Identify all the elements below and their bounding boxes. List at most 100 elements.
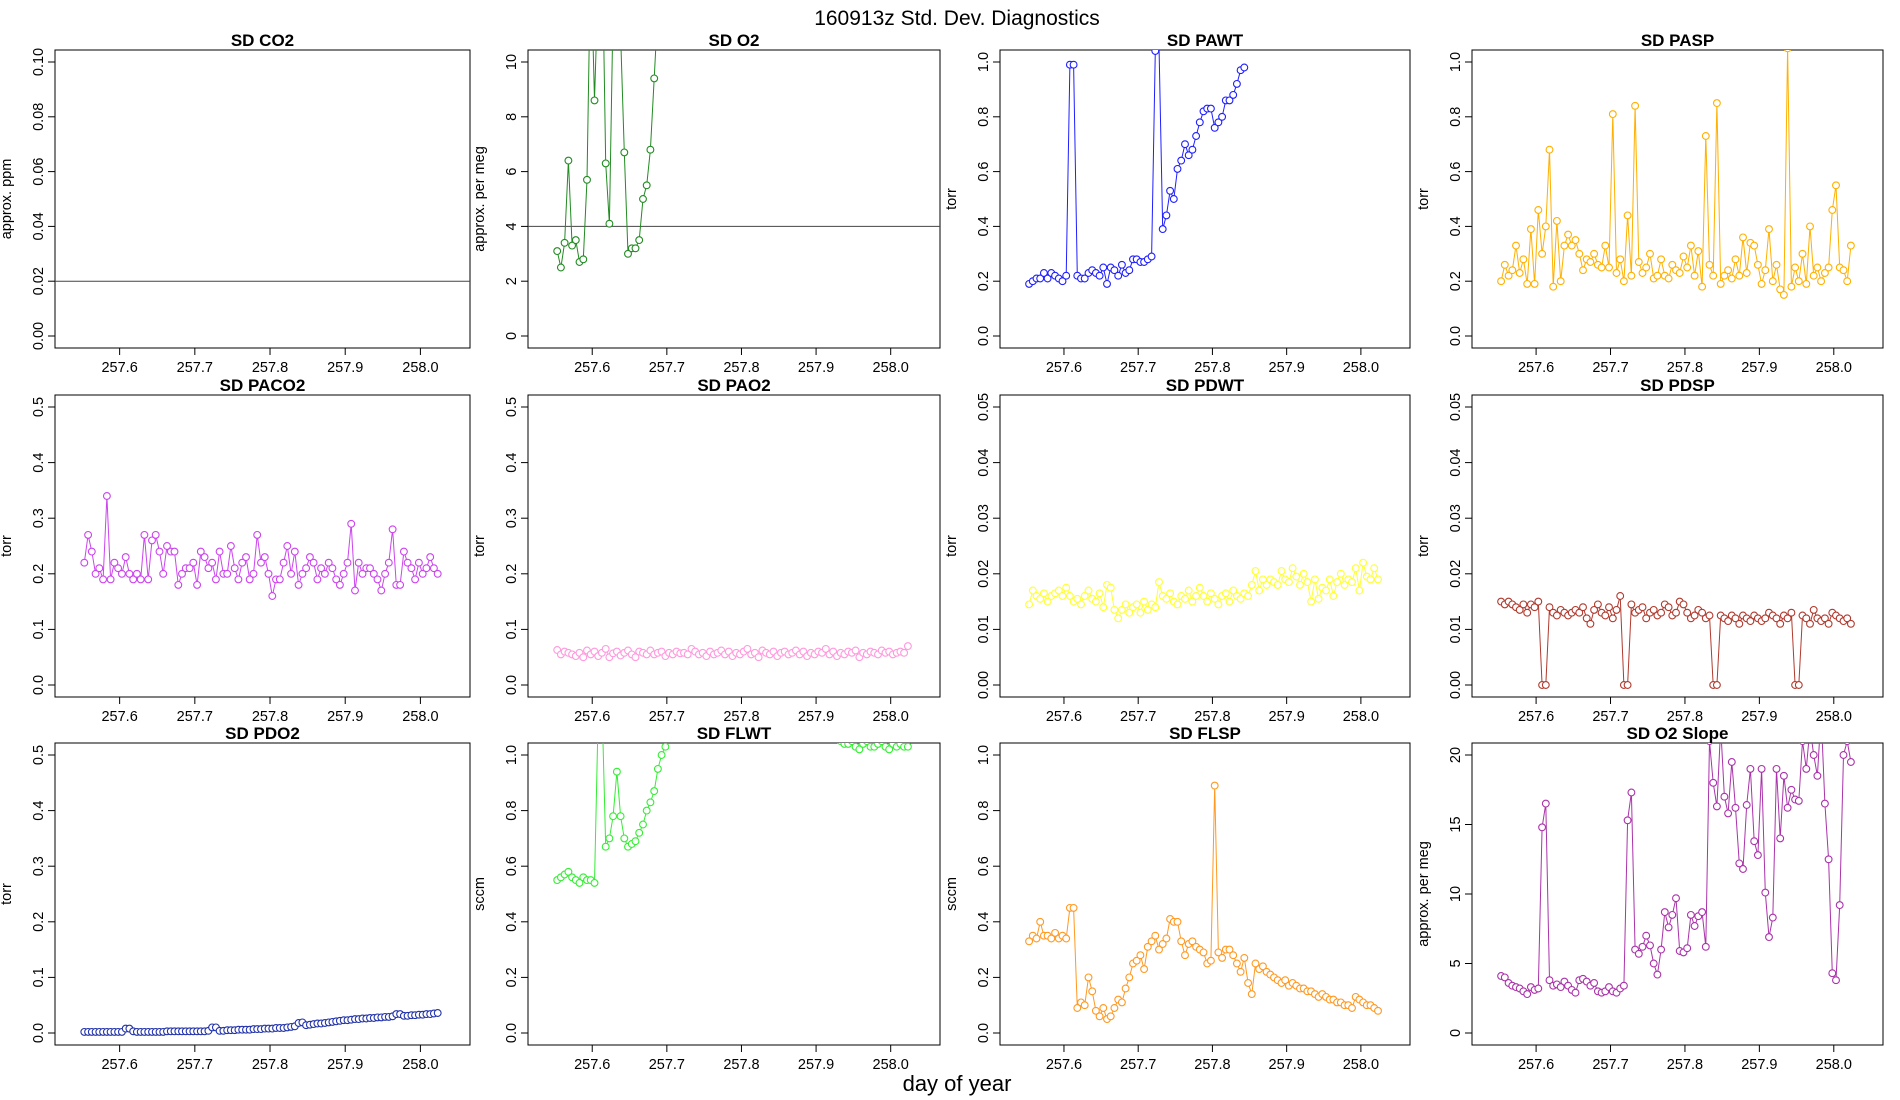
panel-o2slope-point — [1794, 796, 1803, 805]
panel-flsp-point — [1258, 962, 1267, 971]
panel-pasp-series-line — [1500, 50, 1852, 297]
panel-flwt-ytick-label: 0.6 — [504, 856, 520, 876]
panel-pdsp-plot-area — [1497, 592, 1855, 689]
panel-pasp-point — [1750, 241, 1759, 250]
panel-o2-ytick-label: 4 — [504, 222, 520, 230]
panel-pasp-point — [1742, 269, 1751, 277]
panel-paco2-point — [328, 564, 337, 573]
panel-paco2-point — [275, 575, 284, 584]
panel-o2slope-frame — [1471, 742, 1884, 1046]
panel-o2slope-point — [1686, 910, 1695, 919]
panel-paco2-point — [320, 569, 329, 578]
panel-pawt-ytick-label: 0.8 — [976, 107, 992, 127]
panel-paco2-point — [185, 564, 194, 573]
panel-o2-xtick-label: 258.0 — [873, 360, 909, 376]
panel-pao2-plot-area — [553, 642, 912, 662]
panel-pdwt-point — [1247, 580, 1256, 589]
panel-pasp-point — [1761, 266, 1770, 275]
panel-paco2-ytick-label: 0.4 — [31, 453, 47, 473]
panel-o2-point — [646, 145, 655, 154]
panel-pao2-ytick-label: 0.3 — [504, 508, 520, 528]
panel-paco2-frame — [54, 394, 471, 698]
panel-o2slope-point — [1619, 981, 1628, 990]
panel-paco2-point — [290, 547, 299, 556]
figure-xlabel: day of year — [903, 1071, 1012, 1096]
panel-pasp-point — [1612, 269, 1621, 277]
panel-o2slope-point — [1799, 743, 1806, 746]
panel-pdwt-point — [1095, 589, 1104, 598]
panel-pao2-point — [743, 644, 752, 653]
panel-pawt-series-line — [1028, 50, 1245, 285]
panel-paco2-point — [414, 558, 423, 567]
panel-pdwt-point — [1251, 567, 1260, 575]
panel-pdwt-point — [1106, 583, 1115, 592]
panel-pdwt: SD PDWT torr 0.00 0.01 0.02 0.03 0.04 0.05 257.6… — [944, 376, 1411, 725]
panel-pasp-ytick-label: 0.4 — [1448, 216, 1464, 236]
panel-pdsp-xtick-label: 257.8 — [1667, 709, 1703, 725]
panel-o2slope-point — [1538, 823, 1547, 832]
panel-flwt-point — [590, 878, 599, 887]
panel-pawt-point — [1166, 186, 1175, 195]
panel-co2-ytick-label: 0.06 — [31, 157, 47, 185]
panel-paco2-point — [238, 558, 247, 567]
panel-flwt-point — [642, 806, 651, 815]
panel-paco2-point — [358, 569, 367, 578]
panel-o2-point — [620, 148, 629, 157]
panel-pao2-xtick-label: 257.9 — [798, 709, 834, 725]
panel-pawt-point — [1039, 269, 1048, 277]
panel-o2slope-point — [1776, 834, 1785, 843]
panel-pao2-xtick-label: 257.8 — [723, 709, 759, 725]
panel-o2slope-point — [1843, 743, 1851, 746]
panel-pasp-point — [1579, 266, 1587, 275]
panel-pawt-point — [1195, 118, 1204, 127]
panel-pdwt-point — [1355, 586, 1364, 595]
panel-flwt-point — [653, 764, 662, 773]
panel-o2slope-point — [1571, 988, 1580, 997]
panel-pdwt-frame — [999, 394, 1411, 698]
panel-flsp-point — [1143, 942, 1152, 951]
panel-pdwt-point — [1296, 580, 1304, 589]
panel-o2slope-plot-area — [1497, 743, 1855, 999]
panel-paco2-point — [80, 558, 89, 567]
panel-pdo2-ytick-label: 0.2 — [31, 912, 47, 932]
panel-o2slope-point — [1779, 771, 1788, 780]
panel-o2slope-point — [1783, 803, 1792, 812]
panel-pdo2-xtick-label: 257.7 — [177, 1057, 213, 1073]
panel-pawt-point — [1043, 274, 1052, 283]
panel-pdwt-point — [1277, 567, 1286, 575]
panel-pasp-point — [1564, 230, 1573, 239]
panel-flsp-point — [1084, 973, 1093, 982]
panel-pawt-point — [1103, 279, 1111, 288]
panel-pawt-point — [1184, 151, 1193, 160]
panel-flsp-ytick-label: 0.0 — [976, 1023, 992, 1043]
panel-o2slope-point — [1556, 983, 1565, 992]
panel-pdo2-point — [433, 1009, 442, 1017]
panel-pasp-point — [1802, 279, 1811, 288]
panel-pasp-point — [1768, 277, 1777, 286]
panel-flwt-ytick-label: 0.8 — [504, 801, 520, 821]
panel-pdsp-point — [1846, 619, 1855, 628]
panel-o2-point — [617, 31, 624, 38]
panel-pdwt-point — [1151, 603, 1160, 612]
panel-pasp-point — [1820, 269, 1829, 277]
panel-pdo2-ylabel: torr — [0, 883, 15, 905]
panel-flsp-ylabel: sccm — [944, 877, 960, 911]
panel-pdwt-point — [1110, 605, 1119, 614]
panel-paco2-xtick-label: 258.0 — [402, 709, 438, 725]
panel-pawt-point — [1117, 260, 1126, 269]
panel-pawt-point — [1225, 96, 1234, 105]
panel-paco2-point — [324, 558, 333, 567]
panel-pdwt-point — [1206, 589, 1215, 598]
panel-pao2-ytick-label: 0.2 — [504, 564, 520, 584]
panel-pawt-point — [1206, 104, 1215, 113]
panel-paco2-point — [125, 569, 134, 578]
panel-o2-ytick-label: 8 — [504, 113, 520, 121]
panel-pdsp-point — [1601, 611, 1610, 620]
panel-paco2-point — [302, 564, 311, 573]
panel-pawt-ytick-label: 0.6 — [976, 162, 992, 182]
panel-pasp-point — [1791, 263, 1800, 272]
panel-paco2-point — [117, 569, 126, 578]
panel-o2-title: SD O2 — [708, 31, 759, 50]
panel-o2slope-point — [1690, 922, 1699, 930]
panel-pdwt-point — [1292, 572, 1301, 581]
